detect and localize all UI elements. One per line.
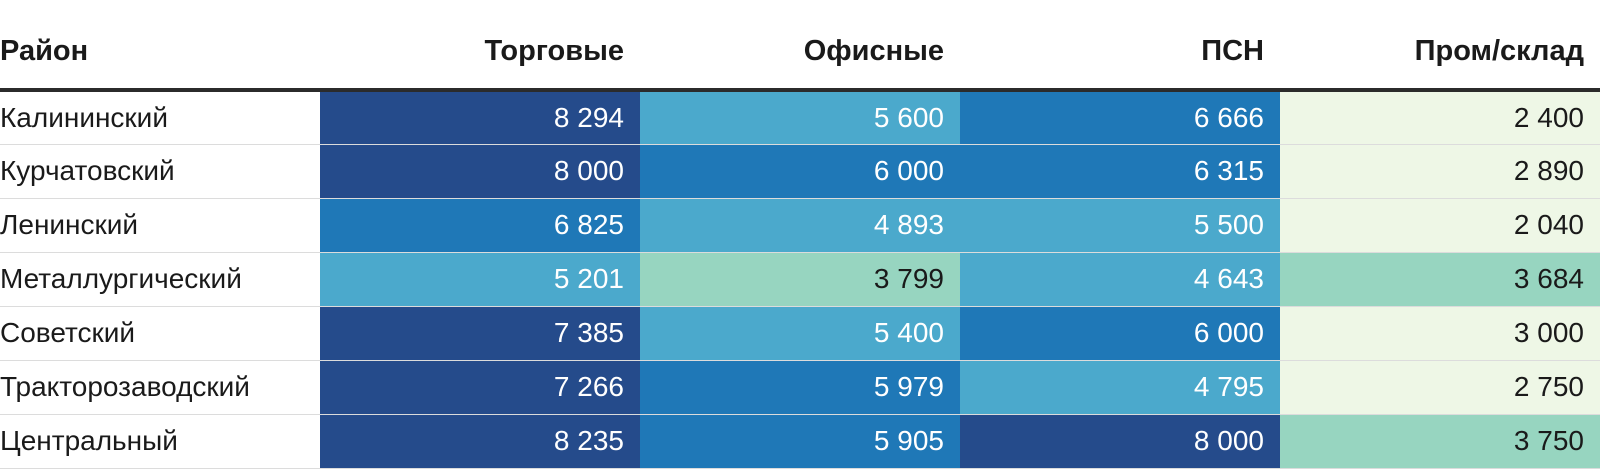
column-header-2: Офисные [640,0,960,92]
value-cell: 8 000 [320,144,640,199]
value-cell: 7 266 [320,360,640,415]
table-row: Тракторозаводский 7 266 5 979 4 795 2 750 [0,360,1600,415]
value-cell: 2 040 [1280,198,1600,253]
district-name-cell: Курчатовский [0,144,320,199]
value-cell: 6 825 [320,198,640,253]
value-cell: 2 750 [1280,360,1600,415]
table-body: Калининский 8 294 5 600 6 666 2 400 Курчатовс… [0,90,1600,469]
value-cell: 5 979 [640,360,960,415]
value-cell: 8 000 [960,414,1280,469]
district-name-cell: Калининский [0,90,320,145]
value-cell: 4 893 [640,198,960,253]
value-cell: 5 400 [640,306,960,361]
value-cell: 5 905 [640,414,960,469]
value-cell: 7 385 [320,306,640,361]
table-row: Центральный 8 235 5 905 8 000 3 750 [0,414,1600,469]
column-header-district: Район [0,0,320,92]
district-name-cell: Ленинский [0,198,320,253]
value-cell: 6 666 [960,90,1280,145]
value-cell: 6 000 [960,306,1280,361]
value-cell: 3 799 [640,252,960,307]
table-row: Советский 7 385 5 400 6 000 3 000 [0,306,1600,361]
table-row: Калининский 8 294 5 600 6 666 2 400 [0,90,1600,145]
table-row: Курчатовский 8 000 6 000 6 315 2 890 [0,144,1600,199]
district-name-cell: Центральный [0,414,320,469]
value-cell: 4 643 [960,252,1280,307]
value-cell: 5 201 [320,252,640,307]
table-row: Металлургический 5 201 3 799 4 643 3 684 [0,252,1600,307]
table-header: Район Торговые Офисные ПСН Пром/склад [0,0,1600,92]
value-cell: 8 294 [320,90,640,145]
value-cell: 5 600 [640,90,960,145]
table-row: Ленинский 6 825 4 893 5 500 2 040 [0,198,1600,253]
value-cell: 6 315 [960,144,1280,199]
value-cell: 3 000 [1280,306,1600,361]
district-name-cell: Советский [0,306,320,361]
value-cell: 6 000 [640,144,960,199]
value-cell: 8 235 [320,414,640,469]
column-header-1: Торговые [320,0,640,92]
district-name-cell: Металлургический [0,252,320,307]
district-name-cell: Тракторозаводский [0,360,320,415]
column-header-4: Пром/склад [1280,0,1600,92]
value-cell: 4 795 [960,360,1280,415]
value-cell: 3 750 [1280,414,1600,469]
value-cell: 2 400 [1280,90,1600,145]
value-cell: 3 684 [1280,252,1600,307]
column-header-3: ПСН [960,0,1280,92]
header-row: Район Торговые Офисные ПСН Пром/склад [0,0,1600,92]
value-cell: 2 890 [1280,144,1600,199]
value-cell: 5 500 [960,198,1280,253]
